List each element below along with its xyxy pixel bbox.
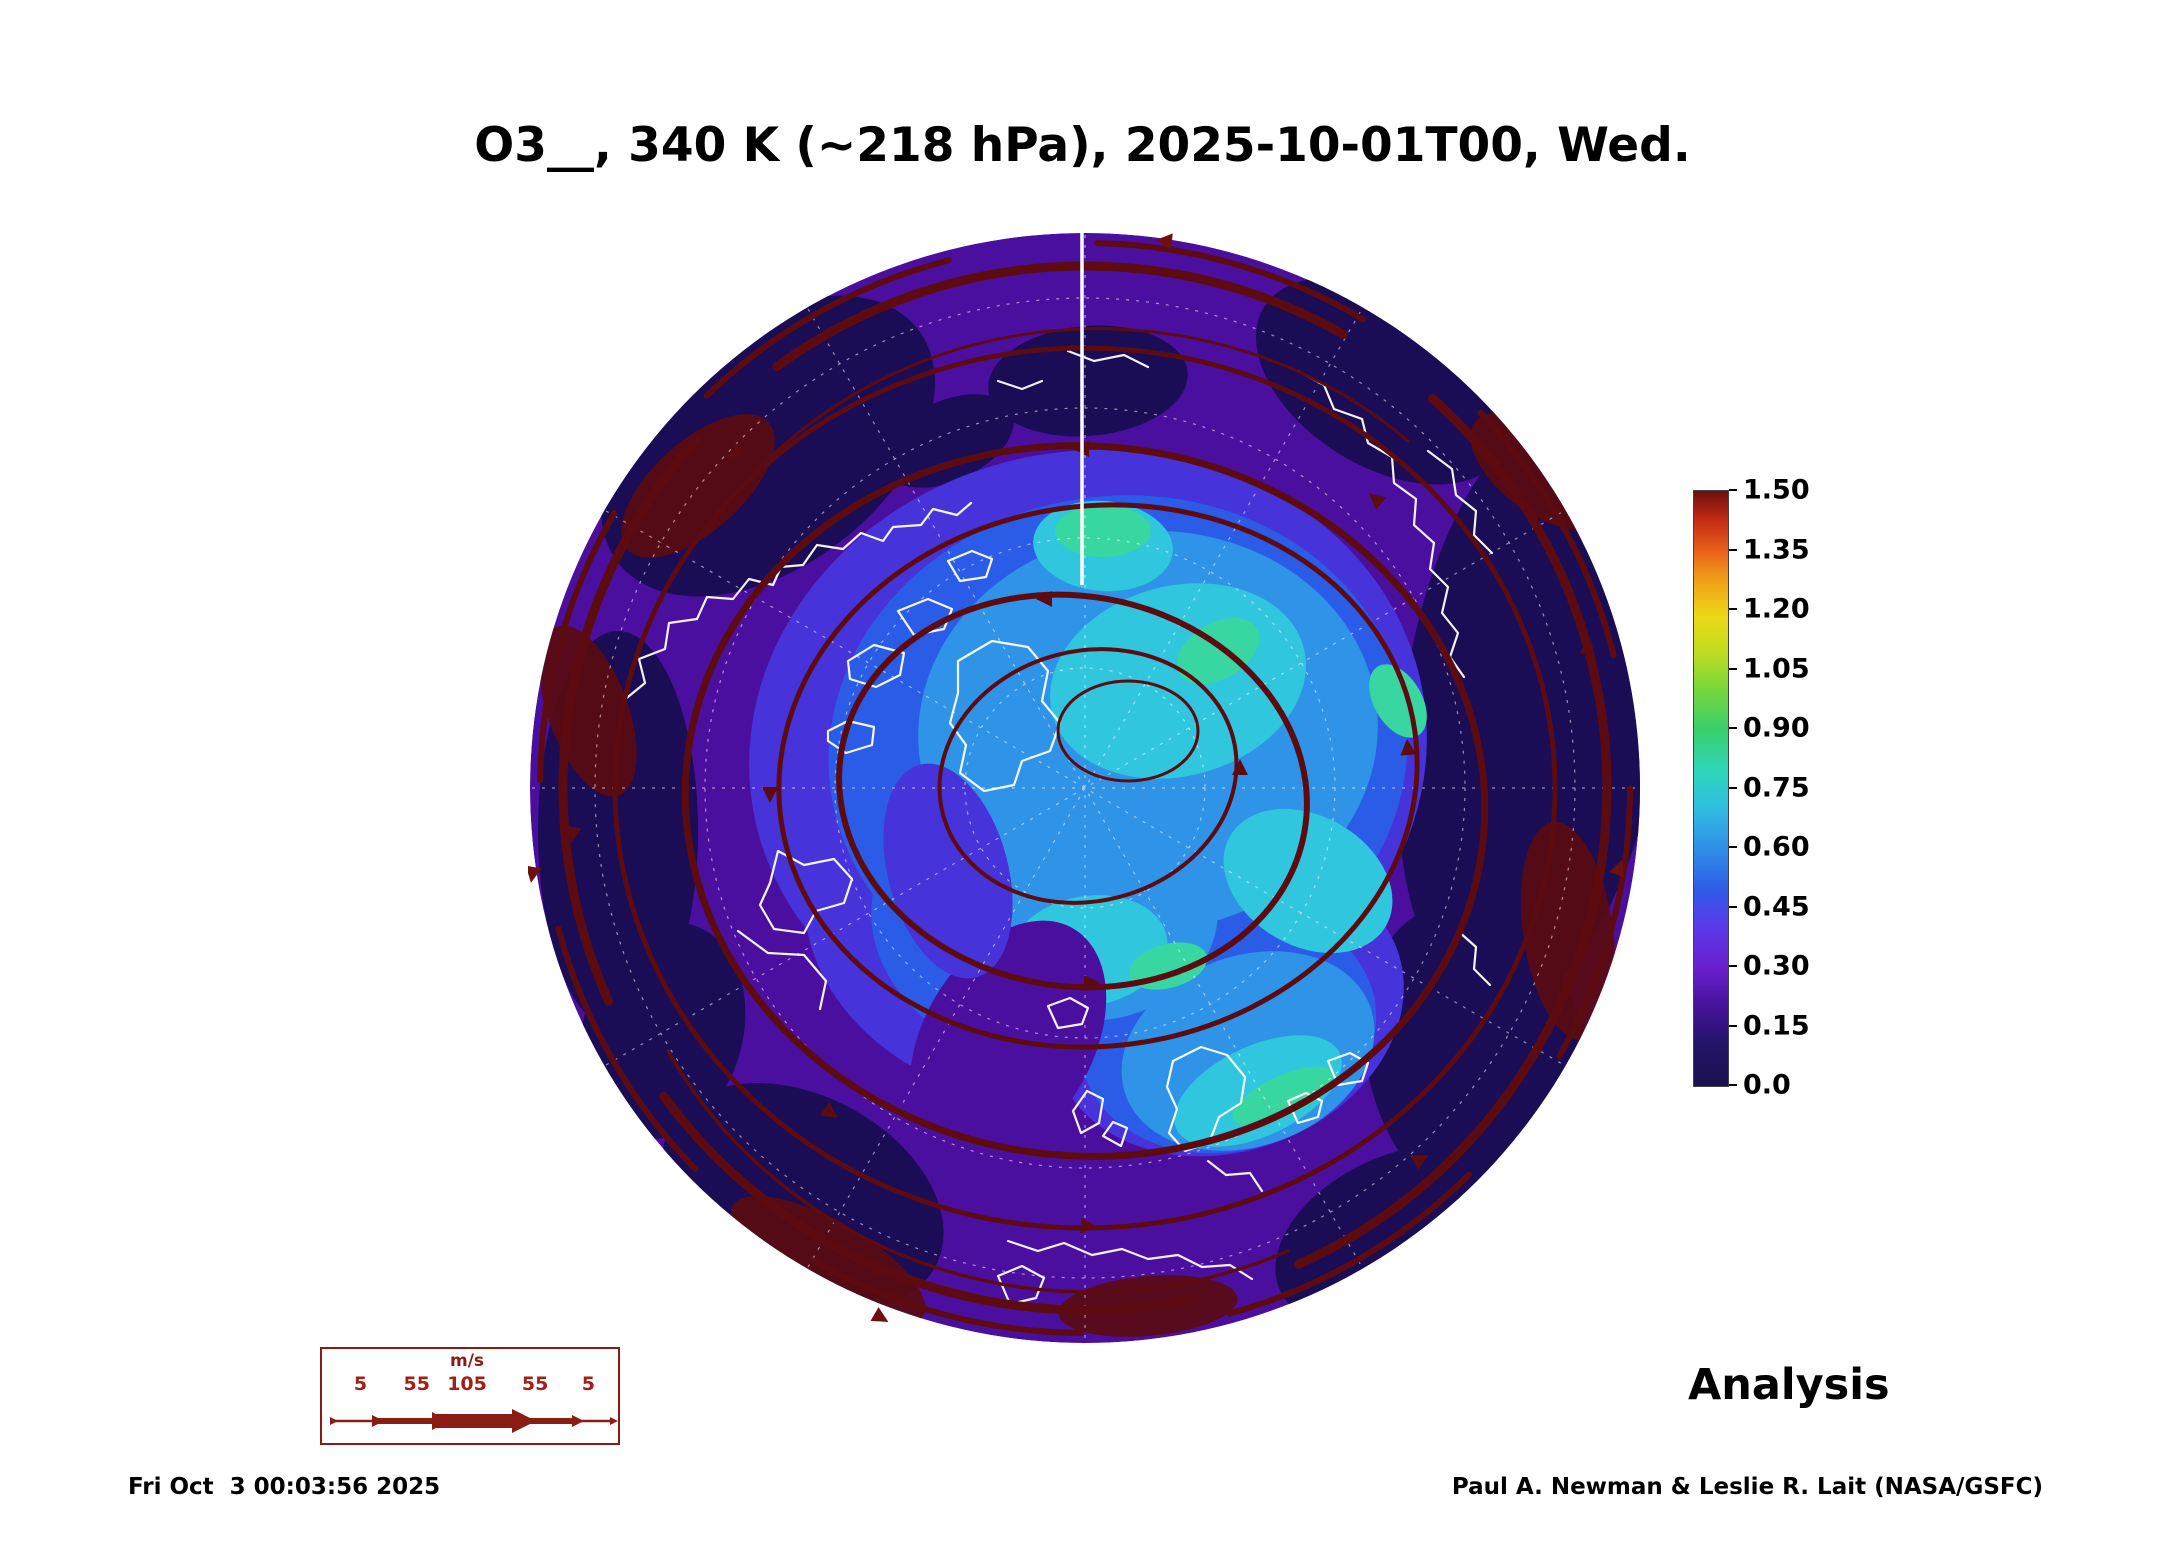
colorbar-tick: 0.75: [1743, 772, 1810, 803]
colorbar-tick: 1.35: [1743, 534, 1810, 565]
wind-scale-value: 55: [403, 1373, 430, 1395]
credit-text: Paul A. Newman & Leslie R. Lait (NASA/GS…: [1451, 1474, 2043, 1500]
wind-scale-value: 105: [447, 1373, 487, 1395]
colorbar-tick: 0.30: [1743, 950, 1810, 982]
colorbar-tick: 1.20: [1743, 593, 1810, 625]
wind-scale-arrow: [330, 1409, 618, 1433]
generation-timestamp: Fri Oct 3 00:03:56 2025: [128, 1474, 441, 1500]
colorbar-tick: 0.60: [1743, 831, 1810, 863]
colorbar-tick: 1.50: [1743, 474, 1810, 506]
colorbar-gradient: [1693, 490, 1729, 1087]
colorbar-tick: 0.15: [1743, 1010, 1810, 1041]
colorbar-tick: 0.90: [1743, 712, 1810, 744]
page-title: O3__, 340 K (~218 hPa), 2025-10-01T00, W…: [474, 118, 1691, 173]
colorbar: 1.50 1.35 1.20 1.05 0.90 0.75 0.60 0.45 …: [1693, 475, 1863, 1101]
wind-scale-value: 55: [521, 1373, 549, 1395]
wind-speed-legend: m/s 5 55 105 55 5: [320, 1347, 620, 1445]
colorbar-tick: 0.45: [1743, 891, 1810, 922]
wind-units-label: m/s: [450, 1351, 485, 1371]
graticule: [532, 235, 1638, 1341]
streamlines: [537, 240, 1633, 1336]
rim-arrowheads: [528, 233, 1625, 1322]
wind-scale-value: 5: [581, 1373, 596, 1395]
polar-map: [528, 233, 1640, 1343]
colorbar-tick: 1.05: [1743, 653, 1810, 684]
colorbar-tick: 0.0: [1743, 1069, 1791, 1101]
wind-scale-value: 5: [353, 1373, 368, 1395]
analysis-label: Analysis: [1688, 1360, 1890, 1410]
